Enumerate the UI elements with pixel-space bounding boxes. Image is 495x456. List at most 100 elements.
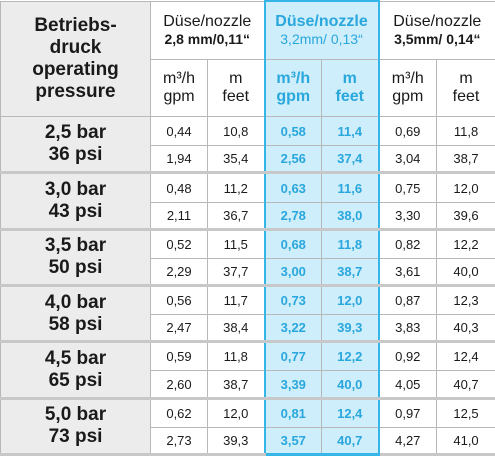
range-value: 11,4: [321, 116, 380, 147]
flow-value: 2,11: [150, 201, 208, 231]
table-row: 2,29 37,7 3,00 38,7 3,61 40,0: [1, 257, 495, 288]
flow-value: 0,62: [150, 397, 208, 428]
unit-range-imperial: feet: [335, 87, 364, 105]
nozzle-label: Düse/nozzle: [163, 13, 252, 31]
flow-value: 2,56: [263, 145, 323, 175]
unit-flow-imperial: gpm: [163, 87, 195, 105]
unit-range-cell: m feet: [206, 58, 266, 118]
pressure-psi: 73 psi: [48, 426, 103, 448]
range-value: 38,4: [206, 314, 266, 344]
flow-value: 2,73: [150, 426, 208, 456]
table-row: 4,0 bar 58 psi 0,56 11,7 0,73 12,0 0,87 12,3: [0, 285, 495, 344]
flow-value: 0,69: [378, 116, 438, 147]
range-value: 37,7: [206, 257, 266, 288]
range-value: 11,6: [321, 172, 380, 203]
range-value: 41,0: [436, 426, 495, 456]
range-value: 40,7: [436, 370, 495, 400]
range-value: 11,5: [206, 228, 266, 259]
table-row: 2,5 bar 36 psi 0,44 10,8 0,58 11,4 0,69 11,8: [0, 116, 495, 175]
flow-value: 0,75: [378, 172, 438, 203]
flow-value: 3,83: [378, 314, 438, 344]
flow-value: 0,52: [150, 228, 208, 259]
pressure-cell: 5,0 bar 73 psi: [0, 397, 151, 456]
flow-value: 4,27: [378, 426, 438, 456]
unit-flow-metric: m³/h: [163, 69, 195, 87]
pressure-bar: 4,0 bar: [44, 291, 107, 313]
range-value: 38,0: [321, 201, 380, 231]
nozzle-header-2: Düse/nozzle 3,2mm/ 0,13“: [263, 0, 380, 60]
nozzle-size: 3,2mm/ 0,13“: [280, 31, 363, 48]
flow-value: 2,47: [150, 314, 208, 344]
pressure-psi: 65 psi: [48, 369, 103, 391]
range-value: 40,3: [436, 314, 495, 344]
unit-flow-cell: m³/h gpm: [378, 58, 438, 118]
pressure-cell: 2,5 bar 36 psi: [0, 116, 151, 175]
unit-flow-cell: m³/h gpm: [150, 58, 208, 118]
range-value: 12,0: [321, 285, 380, 316]
nozzle-size: 2,8 mm/0,11“: [164, 31, 251, 48]
nozzle-label: Düse/nozzle: [393, 13, 482, 31]
range-value: 39,6: [436, 201, 495, 231]
flow-value: 0,59: [150, 341, 208, 372]
pressure-bar: 3,5 bar: [44, 235, 107, 257]
flow-value: 3,00: [263, 257, 323, 288]
unit-flow-metric: m³/h: [276, 69, 311, 87]
range-value: 38,7: [321, 257, 380, 288]
pressure-cell: 3,0 bar 43 psi: [0, 172, 151, 231]
table-row: 3,0 bar 43 psi 0,48 11,2 0,63 11,6 0,75 12,0: [0, 172, 495, 231]
pressure-header-line: operating: [32, 58, 119, 80]
unit-flow-cell: m³/h gpm: [263, 58, 323, 118]
flow-value: 3,61: [378, 257, 438, 288]
table-row: 2,73 39,3 3,57 40,7 4,27 41,0: [1, 426, 495, 456]
table-row: 2,11 36,7 2,78 38,0 3,30 39,6: [1, 201, 495, 231]
unit-range-imperial: feet: [452, 87, 480, 105]
range-value: 12,3: [436, 285, 495, 316]
flow-value: 3,57: [263, 426, 323, 456]
range-value: 36,7: [206, 201, 266, 231]
table-row: 3,5 bar 50 psi 0,52 11,5 0,68 11,8 0,82 12,2: [0, 228, 495, 288]
flow-value: 0,48: [150, 172, 208, 203]
flow-value: 0,68: [263, 228, 323, 259]
range-value: 40,0: [436, 257, 495, 288]
flow-value: 0,92: [378, 341, 438, 372]
table-row: 1,94 35,4 2,56 37,4 3,04 38,7: [1, 145, 495, 175]
unit-range-metric: m: [229, 69, 243, 87]
flow-value: 3,04: [378, 145, 438, 175]
unit-range-cell: m feet: [436, 58, 495, 118]
flow-value: 3,39: [263, 370, 323, 400]
pressure-header-line: Betriebs-: [34, 14, 117, 36]
nozzle-header-1: Düse/nozzle 2,8 mm/0,11“: [149, 0, 266, 60]
range-value: 12,4: [436, 341, 495, 372]
nozzle-size: 3,5mm/ 0,14“: [394, 31, 481, 48]
pressure-header-line: druck: [49, 36, 102, 58]
pressure-psi: 50 psi: [48, 257, 103, 279]
range-value: 35,4: [206, 145, 266, 175]
range-value: 12,4: [321, 397, 380, 428]
flow-value: 3,22: [263, 314, 323, 344]
pressure-bar: 4,5 bar: [44, 347, 107, 369]
range-value: 38,7: [206, 370, 266, 400]
range-value: 40,7: [321, 426, 380, 456]
range-value: 12,2: [436, 228, 495, 259]
range-value: 12,2: [321, 341, 380, 372]
pressure-bar: 2,5 bar: [44, 122, 107, 144]
unit-flow-metric: m³/h: [391, 69, 424, 87]
range-value: 38,7: [436, 145, 495, 175]
range-value: 39,3: [321, 314, 380, 344]
range-value: 11,8: [321, 228, 380, 259]
nozzle-header-3: Düse/nozzle 3,5mm/ 0,14“: [378, 0, 495, 60]
flow-value: 0,58: [263, 116, 323, 147]
unit-range-imperial: feet: [222, 87, 250, 105]
flow-value: 3,30: [378, 201, 438, 231]
range-value: 39,3: [206, 426, 266, 456]
nozzle-label: Düse/nozzle: [275, 13, 368, 31]
range-value: 11,2: [206, 172, 266, 203]
table-row: 5,0 bar 73 psi 0,62 12,0 0,81 12,4 0,97 12,5: [0, 397, 495, 456]
range-value: 10,8: [206, 116, 266, 147]
unit-range-metric: m: [459, 69, 473, 87]
unit-flow-imperial: gpm: [276, 87, 311, 105]
range-value: 11,8: [436, 116, 495, 147]
flow-value: 0,77: [263, 341, 323, 372]
flow-value: 0,44: [150, 116, 208, 147]
unit-range-metric: m: [342, 69, 357, 87]
